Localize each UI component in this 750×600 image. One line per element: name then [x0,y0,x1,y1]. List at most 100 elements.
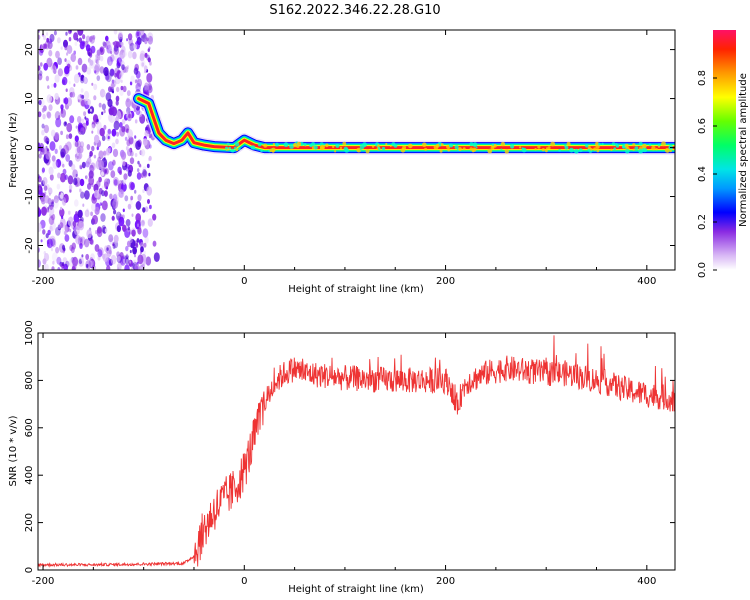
ridge-speck [435,143,440,148]
noise-blob [43,62,49,71]
noise-blob [81,254,84,258]
ridge-speck [541,148,545,152]
ridge-speck [634,146,639,151]
noise-blob [86,158,89,163]
ridge-speck [638,148,644,154]
noise-blob [60,110,64,114]
noise-blob [68,81,71,85]
noise-blob [103,91,107,97]
noise-blob [140,266,144,270]
noise-blob [43,43,48,49]
noise-blob [73,83,76,87]
noise-blob [132,246,138,255]
noise-blob [99,88,106,98]
ridge-speck [534,148,537,151]
x-tick-label: 400 [637,576,656,587]
noise-blob [74,199,79,207]
noise-blob [113,40,119,48]
noise-blob [115,138,119,145]
noise-blob [95,54,98,59]
noise-blob [125,146,129,151]
noise-blob [130,182,136,191]
noise-blob [134,79,138,84]
noise-blob [52,260,55,265]
noise-blob [60,161,64,167]
ridge-speck [334,150,337,153]
noise-blob [98,114,102,120]
noise-blob [112,199,119,209]
noise-blob [138,110,143,117]
ridge-speck [234,142,240,147]
x-tick-label: 0 [241,576,247,587]
noise-blob [121,126,126,133]
noise-speckle [38,30,160,270]
ridge-speck [638,141,643,146]
ridge-speck [225,146,228,150]
ridge-speck [469,147,473,151]
noise-blob [99,55,104,62]
noise-blob [44,263,49,270]
noise-blob [103,41,107,48]
noise-blob [107,128,112,135]
noise-blob [146,186,153,196]
noise-blob [58,145,63,151]
bottom-y-ticks: 0 200 400 600 800 1000 [24,320,675,573]
noise-blob [46,57,53,68]
noise-blob [137,78,142,87]
noise-blob [41,107,45,113]
noise-blob [82,76,88,84]
noise-blob [135,213,141,223]
noise-blob [70,53,77,63]
noise-blob [122,258,126,264]
noise-blob [96,75,101,81]
noise-blob [124,136,128,141]
colorbar-tick-label: 0.2 [697,214,708,230]
noise-blob [52,199,59,209]
noise-blob [76,146,81,153]
noise-blob [96,49,101,56]
snr-series-line [38,335,675,568]
noise-blob [40,196,46,205]
noise-blob [63,263,68,270]
noise-blob [83,111,87,116]
noise-blob [124,264,130,270]
noise-blob [115,100,119,106]
noise-blob [54,74,60,83]
noise-blob [43,253,50,262]
noise-blob [147,34,150,39]
noise-blob [106,44,112,54]
ridge-speck [595,141,599,146]
noise-blob [74,135,79,142]
ridge-speck [422,142,427,148]
noise-blob [103,150,107,156]
noise-blob [65,143,68,147]
ridge-speck [263,143,268,148]
noise-blob [111,106,118,117]
noise-blob [90,211,93,217]
noise-blob [119,44,122,48]
noise-blob [43,124,50,134]
noise-blob [105,147,111,156]
ridge-speck [669,150,672,153]
noise-blob [76,155,79,160]
noise-blob [66,52,69,56]
ridge-speck [230,148,235,153]
ridge-speck [642,147,648,153]
noise-blob [134,263,140,270]
noise-blob [104,70,109,77]
noise-blob [104,169,107,174]
ridge-speck [611,142,616,146]
noise-blob [149,61,152,66]
noise-blob [129,199,133,205]
noise-blob [71,91,76,98]
noise-blob [101,185,104,189]
noise-blob [112,159,116,166]
y-tick-label: 0 [24,567,35,573]
ridge-speck [260,149,263,152]
noise-blob [152,213,157,221]
x-tick-label: 400 [637,276,656,287]
noise-blob [133,259,137,265]
noise-blob [65,88,68,92]
y-tick-label: -20 [24,237,35,253]
noise-blob [58,191,61,195]
